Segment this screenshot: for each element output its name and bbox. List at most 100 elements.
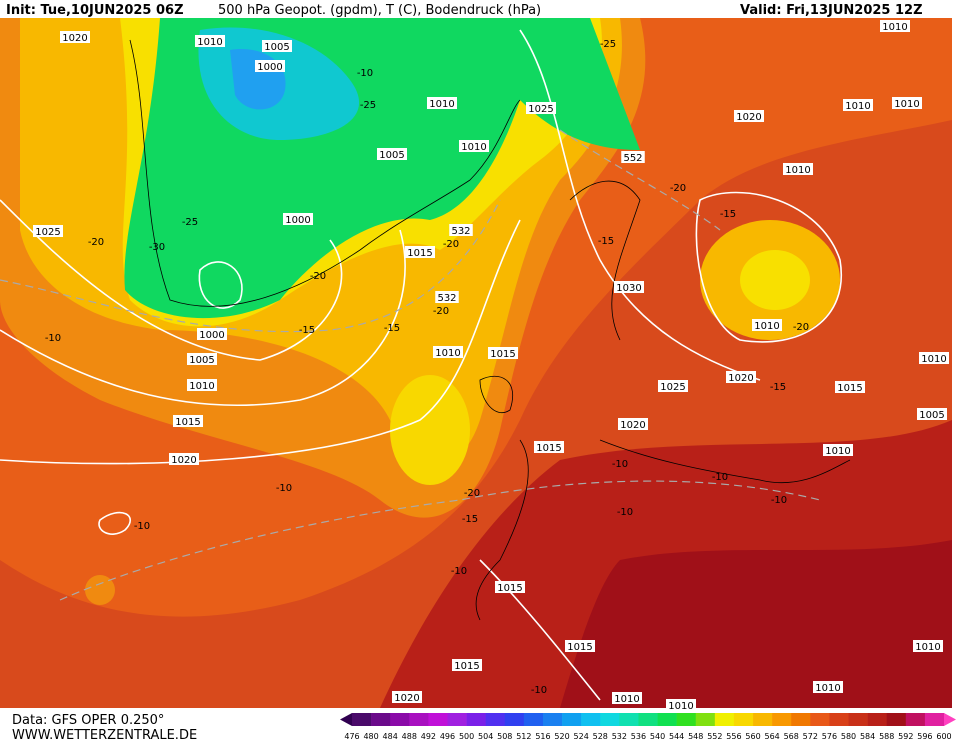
- contour-label: 1010: [921, 354, 946, 365]
- label-box: [427, 97, 457, 109]
- colorbar-label: 488: [402, 732, 417, 741]
- contour-label: 1015: [837, 383, 862, 394]
- colorbar-swatch: [562, 713, 582, 726]
- label-box: [843, 99, 873, 111]
- contour-label: -10: [134, 521, 150, 532]
- data-source: Data: GFS OPER 0.250°: [12, 713, 164, 728]
- label-box: [621, 151, 645, 163]
- contour-label: 1005: [189, 355, 214, 366]
- colorbar-label: 520: [554, 732, 569, 741]
- contour-label: -25: [600, 39, 616, 50]
- contour-label: 1000: [285, 215, 310, 226]
- contour-label: 1010: [754, 321, 779, 332]
- contour-label: 1020: [394, 693, 419, 704]
- colorbar-swatch: [485, 713, 506, 726]
- label-box: [752, 319, 782, 331]
- label-box: [534, 441, 564, 453]
- label-box: [187, 379, 217, 391]
- label-box: [405, 246, 435, 258]
- contour-label: -10: [451, 566, 467, 577]
- label-box: [823, 444, 853, 456]
- colorbar-swatch: [504, 713, 525, 726]
- contour-label: 1010: [785, 165, 810, 176]
- colorbar-swatch: [638, 713, 658, 726]
- contour-label: -15: [462, 514, 478, 525]
- colorbar-label: 544: [669, 732, 684, 741]
- label-box: [169, 453, 199, 465]
- colorbar-end: [944, 713, 956, 726]
- contour-label: 1015: [497, 583, 522, 594]
- label-box: [459, 140, 489, 152]
- contour-label: 1010: [815, 683, 840, 694]
- label-box: [377, 148, 407, 160]
- colorbar-swatch: [409, 713, 429, 726]
- label-box: [262, 40, 292, 52]
- colorbar-label: 496: [440, 732, 455, 741]
- colorbar-label: 540: [650, 732, 665, 741]
- colorbar-label: 508: [497, 732, 512, 741]
- contour-label: -15: [720, 209, 736, 220]
- colorbar-swatch: [619, 713, 639, 726]
- colorbar-label: 536: [631, 732, 646, 741]
- contour-label: -10: [712, 472, 728, 483]
- contour-label: -20: [443, 239, 459, 250]
- contour-label: 1020: [171, 455, 196, 466]
- valid-time: Valid: Fri,13JUN2025 12Z: [740, 3, 923, 18]
- label-box: [917, 408, 947, 420]
- contour-label: 1015: [490, 349, 515, 360]
- colorbar-label: 484: [383, 732, 398, 741]
- label-box: [255, 60, 285, 72]
- coastlines: [129, 39, 851, 621]
- label-box: [488, 347, 518, 359]
- colorbar-swatch: [733, 713, 754, 726]
- contour-label: 1000: [199, 330, 224, 341]
- contour-label: 1025: [660, 382, 685, 393]
- contour-label: 1015: [567, 642, 592, 653]
- contour-label: -15: [598, 236, 614, 247]
- init-time: Init: Tue,10JUN2025 06Z: [6, 3, 184, 18]
- colorbar-swatch: [657, 713, 677, 726]
- label-box: [726, 371, 756, 383]
- contour-label: 532: [437, 293, 456, 304]
- contour-label: 1010: [197, 37, 222, 48]
- colorbar-swatch: [447, 713, 467, 726]
- label-box: [435, 291, 459, 303]
- colorbar-swatch: [791, 713, 811, 726]
- colorbar-label: 548: [688, 732, 703, 741]
- colorbar-swatch: [695, 713, 716, 726]
- colorbar-label: 576: [822, 732, 837, 741]
- contour-label: 1010: [825, 446, 850, 457]
- contour-label: -25: [360, 100, 376, 111]
- colorbar-label: 500: [459, 732, 474, 741]
- colorbar-swatch: [905, 713, 926, 726]
- contour-label: 532: [451, 226, 470, 237]
- label-box: [495, 581, 525, 593]
- website: WWW.WETTERZENTRALE.DE: [12, 728, 197, 741]
- colorbar-label: 480: [363, 732, 378, 741]
- colorbar-label: 584: [860, 732, 875, 741]
- contour-label: 1020: [62, 33, 87, 44]
- contour-label: -15: [299, 325, 315, 336]
- contour-label: -25: [182, 217, 198, 228]
- colorbar-swatch: [829, 713, 849, 726]
- contour-label: -10: [45, 333, 61, 344]
- colorbar-swatch: [428, 713, 448, 726]
- label-box: [618, 418, 648, 430]
- label-box: [33, 225, 63, 237]
- colorbar-swatch: [772, 713, 792, 726]
- contour-label: 1015: [454, 661, 479, 672]
- contour-label: -20: [88, 237, 104, 248]
- contour-label: -20: [464, 488, 480, 499]
- contour-label: -20: [793, 322, 809, 333]
- colorbar-label: 512: [516, 732, 531, 741]
- label-box: [197, 328, 227, 340]
- contour-label: 1015: [407, 248, 432, 259]
- colorbar-label: 524: [574, 732, 589, 741]
- header-bar: [0, 0, 959, 18]
- label-box: [173, 415, 203, 427]
- contour-label: 1030: [616, 283, 641, 294]
- contour-label: 1020: [620, 420, 645, 431]
- colorbar-swatch: [542, 713, 563, 726]
